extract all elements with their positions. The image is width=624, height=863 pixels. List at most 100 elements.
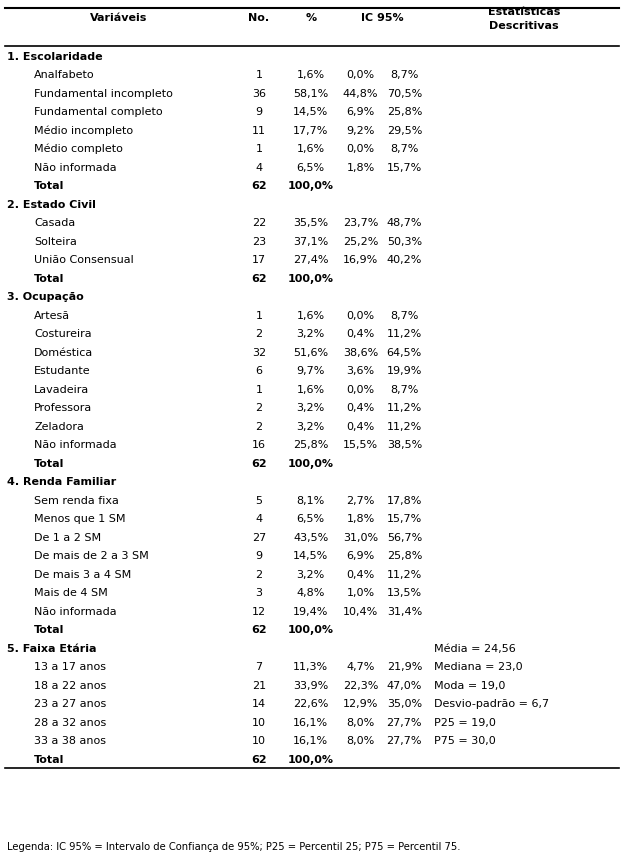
Text: 7: 7 bbox=[255, 662, 263, 672]
Text: 0,0%: 0,0% bbox=[346, 385, 375, 394]
Text: 58,1%: 58,1% bbox=[293, 89, 328, 98]
Text: Mais de 4 SM: Mais de 4 SM bbox=[34, 589, 108, 598]
Text: 1,8%: 1,8% bbox=[346, 514, 375, 524]
Text: 8,7%: 8,7% bbox=[390, 385, 419, 394]
Text: 8,0%: 8,0% bbox=[346, 718, 375, 728]
Text: 4. Renda Familiar: 4. Renda Familiar bbox=[7, 477, 117, 488]
Text: Estatísticas: Estatísticas bbox=[488, 7, 560, 17]
Text: 47,0%: 47,0% bbox=[387, 681, 422, 690]
Text: 17: 17 bbox=[252, 255, 266, 265]
Text: 23: 23 bbox=[252, 236, 266, 247]
Text: Não informada: Não informada bbox=[34, 440, 117, 450]
Text: 2,7%: 2,7% bbox=[346, 495, 375, 506]
Text: 6: 6 bbox=[255, 366, 263, 376]
Text: 10,4%: 10,4% bbox=[343, 607, 378, 617]
Text: 3,6%: 3,6% bbox=[346, 366, 375, 376]
Text: 100,0%: 100,0% bbox=[288, 181, 334, 192]
Text: 5. Faixa Etária: 5. Faixa Etária bbox=[7, 644, 97, 654]
Text: 2: 2 bbox=[255, 329, 263, 339]
Text: 25,8%: 25,8% bbox=[387, 107, 422, 117]
Text: Médio completo: Médio completo bbox=[34, 144, 123, 154]
Text: 28 a 32 anos: 28 a 32 anos bbox=[34, 718, 107, 728]
Text: Total: Total bbox=[34, 755, 65, 765]
Text: 14,5%: 14,5% bbox=[293, 551, 328, 561]
Text: Total: Total bbox=[34, 459, 65, 469]
Text: 21: 21 bbox=[252, 681, 266, 690]
Text: Lavadeira: Lavadeira bbox=[34, 385, 90, 394]
Text: 1,6%: 1,6% bbox=[296, 144, 325, 154]
Text: Analfabeto: Analfabeto bbox=[34, 70, 95, 80]
Text: 16,9%: 16,9% bbox=[343, 255, 378, 265]
Text: 0,4%: 0,4% bbox=[346, 422, 375, 432]
Text: 62: 62 bbox=[251, 755, 267, 765]
Text: 48,7%: 48,7% bbox=[387, 218, 422, 228]
Text: Mediana = 23,0: Mediana = 23,0 bbox=[434, 662, 522, 672]
Text: 33,9%: 33,9% bbox=[293, 681, 328, 690]
Text: 31,0%: 31,0% bbox=[343, 532, 378, 543]
Text: 27: 27 bbox=[252, 532, 266, 543]
Text: 13 a 17 anos: 13 a 17 anos bbox=[34, 662, 106, 672]
Text: 1. Escolaridade: 1. Escolaridade bbox=[7, 52, 103, 62]
Text: 9,2%: 9,2% bbox=[346, 126, 375, 135]
Text: De 1 a 2 SM: De 1 a 2 SM bbox=[34, 532, 102, 543]
Text: Médio incompleto: Médio incompleto bbox=[34, 125, 134, 136]
Text: 0,4%: 0,4% bbox=[346, 570, 375, 580]
Text: 100,0%: 100,0% bbox=[288, 755, 334, 765]
Text: 0,4%: 0,4% bbox=[346, 329, 375, 339]
Text: De mais 3 a 4 SM: De mais 3 a 4 SM bbox=[34, 570, 132, 580]
Text: 23 a 27 anos: 23 a 27 anos bbox=[34, 699, 107, 709]
Text: 3. Ocupação: 3. Ocupação bbox=[7, 293, 84, 302]
Text: Não informada: Não informada bbox=[34, 607, 117, 617]
Text: União Consensual: União Consensual bbox=[34, 255, 134, 265]
Text: 1: 1 bbox=[255, 70, 263, 80]
Text: 3,2%: 3,2% bbox=[296, 422, 325, 432]
Text: 62: 62 bbox=[251, 459, 267, 469]
Text: 1,6%: 1,6% bbox=[296, 70, 325, 80]
Text: 11,2%: 11,2% bbox=[387, 570, 422, 580]
Text: 11,2%: 11,2% bbox=[387, 403, 422, 413]
Text: P75 = 30,0: P75 = 30,0 bbox=[434, 736, 495, 746]
Text: 4,8%: 4,8% bbox=[296, 589, 325, 598]
Text: 44,8%: 44,8% bbox=[343, 89, 378, 98]
Text: 70,5%: 70,5% bbox=[387, 89, 422, 98]
Text: IC 95%: IC 95% bbox=[361, 13, 404, 23]
Text: Solteira: Solteira bbox=[34, 236, 77, 247]
Text: Casada: Casada bbox=[34, 218, 76, 228]
Text: 2. Estado Civil: 2. Estado Civil bbox=[7, 199, 96, 210]
Text: Total: Total bbox=[34, 274, 65, 284]
Text: P25 = 19,0: P25 = 19,0 bbox=[434, 718, 495, 728]
Text: 6,9%: 6,9% bbox=[346, 551, 375, 561]
Text: 4,7%: 4,7% bbox=[346, 662, 375, 672]
Text: 51,6%: 51,6% bbox=[293, 348, 328, 358]
Text: 27,7%: 27,7% bbox=[387, 736, 422, 746]
Text: 9: 9 bbox=[255, 107, 263, 117]
Text: 12,9%: 12,9% bbox=[343, 699, 378, 709]
Text: 9,7%: 9,7% bbox=[296, 366, 325, 376]
Text: 43,5%: 43,5% bbox=[293, 532, 328, 543]
Text: Artesã: Artesã bbox=[34, 311, 71, 321]
Text: 10: 10 bbox=[252, 736, 266, 746]
Text: 1: 1 bbox=[255, 311, 263, 321]
Text: 32: 32 bbox=[252, 348, 266, 358]
Text: Variáveis: Variáveis bbox=[90, 13, 147, 23]
Text: De mais de 2 a 3 SM: De mais de 2 a 3 SM bbox=[34, 551, 149, 561]
Text: Menos que 1 SM: Menos que 1 SM bbox=[34, 514, 126, 524]
Text: Sem renda fixa: Sem renda fixa bbox=[34, 495, 119, 506]
Text: 11: 11 bbox=[252, 126, 266, 135]
Text: 1,6%: 1,6% bbox=[296, 311, 325, 321]
Text: Descritivas: Descritivas bbox=[489, 21, 559, 31]
Text: 25,2%: 25,2% bbox=[343, 236, 378, 247]
Text: 1,0%: 1,0% bbox=[346, 589, 375, 598]
Text: 3,2%: 3,2% bbox=[296, 403, 325, 413]
Text: 36: 36 bbox=[252, 89, 266, 98]
Text: 15,7%: 15,7% bbox=[387, 163, 422, 173]
Text: 50,3%: 50,3% bbox=[387, 236, 422, 247]
Text: 23,7%: 23,7% bbox=[343, 218, 378, 228]
Text: 10: 10 bbox=[252, 718, 266, 728]
Text: 8,0%: 8,0% bbox=[346, 736, 375, 746]
Text: 8,7%: 8,7% bbox=[390, 311, 419, 321]
Text: 25,8%: 25,8% bbox=[293, 440, 328, 450]
Text: 19,4%: 19,4% bbox=[293, 607, 328, 617]
Text: Fundamental incompleto: Fundamental incompleto bbox=[34, 89, 173, 98]
Text: 15,5%: 15,5% bbox=[343, 440, 378, 450]
